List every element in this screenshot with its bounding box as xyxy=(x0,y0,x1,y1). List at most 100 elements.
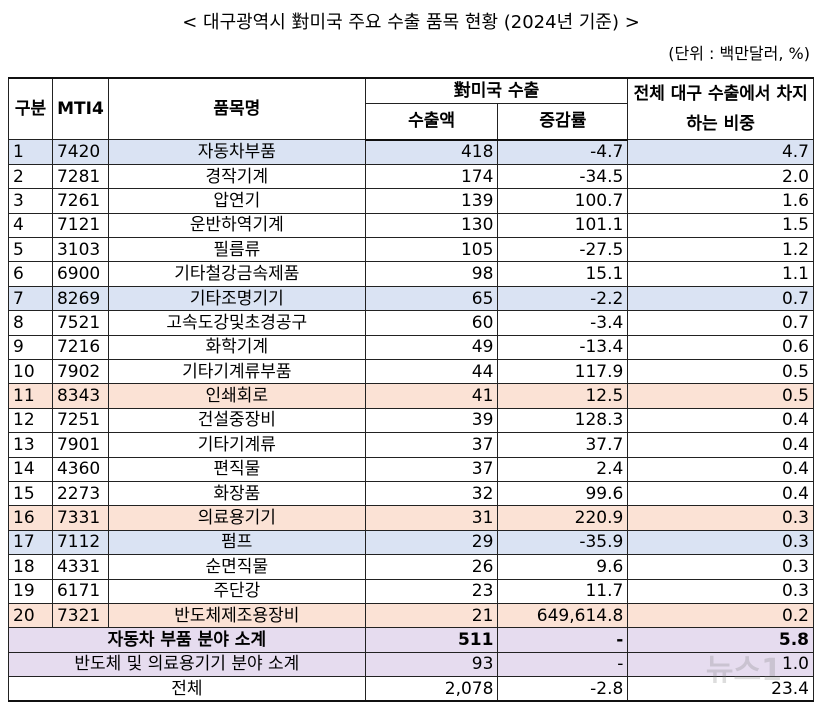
header-cell: MTI4 xyxy=(51,77,109,140)
table-cell: 2273 xyxy=(51,480,109,507)
table-cell: 8 xyxy=(8,310,53,336)
table-cell: 7261 xyxy=(51,188,109,214)
table-row: 11 8343 인쇄회로 41 12.5 0.5 xyxy=(8,383,814,409)
table-cell: 필름류 xyxy=(107,237,366,263)
table-cell: 0.6 xyxy=(627,334,814,361)
table-cell: 1 xyxy=(8,139,53,165)
table-row: 14 4360 편직물 37 2.4 0.4 xyxy=(8,456,814,482)
table-cell: 7331 xyxy=(51,505,109,531)
table-cell: 23 xyxy=(364,578,499,604)
table-row: 19 6171 주단강 23 11.7 0.3 xyxy=(8,578,814,604)
table-cell: 649,614.8 xyxy=(497,602,629,629)
header-cell: 수출액 xyxy=(364,102,499,141)
table-row: 12 7251 건설중장비 39 128.3 0.4 xyxy=(8,407,814,434)
header-cell: 구분 xyxy=(8,77,53,140)
table-cell: 2 xyxy=(8,163,53,190)
table-cell: 5.8 xyxy=(627,627,814,653)
table-row: 9 7216 화학기계 49 -13.4 0.6 xyxy=(8,334,814,361)
subtotal-row: 자동차 부품 분야 소계 511-5.8 xyxy=(8,627,814,653)
table-cell: 0.4 xyxy=(627,456,814,482)
table-cell: 41 xyxy=(364,383,499,409)
table-cell: 0.5 xyxy=(627,383,814,409)
table-cell: 1.2 xyxy=(627,237,814,263)
table-cell: 8343 xyxy=(51,383,109,409)
table-cell: 4331 xyxy=(51,554,109,580)
table-cell: 반도체제조용장비 xyxy=(107,602,366,629)
table-cell: 15.1 xyxy=(497,261,629,287)
table-cell: - xyxy=(497,651,629,678)
table-cell: 10 xyxy=(8,359,53,385)
table-row: 4 7121 운반하역기계 130 101.1 1.5 xyxy=(8,212,814,239)
table-row: 16 7331 의료용기기 31 220.9 0.3 xyxy=(8,505,814,531)
table-cell: 순면직물 xyxy=(107,554,366,580)
table-cell: 기타기계류부품 xyxy=(107,359,366,385)
table-cell: 화학기계 xyxy=(107,334,366,361)
table-cell: 14 xyxy=(8,456,53,482)
table-cell: 37 xyxy=(364,432,499,458)
table-cell: 0.5 xyxy=(627,359,814,385)
table-cell: 1.1 xyxy=(627,261,814,287)
subtotal-row: 반도체 및 의료용기기 분야 소계 93-1.0 xyxy=(8,651,814,678)
table-cell: 6900 xyxy=(51,261,109,287)
table-cell: 9.6 xyxy=(497,554,629,580)
table-cell: 105 xyxy=(364,237,499,263)
table-row: 2 7281 경작기계 174 -34.5 2.0 xyxy=(8,163,814,190)
table-cell: 16 xyxy=(8,505,53,531)
table-cell: 의료용기기 xyxy=(107,505,366,531)
table-cell: 0.3 xyxy=(627,554,814,580)
table-cell: 0.4 xyxy=(627,480,814,507)
table-row: 17 7112 펌프 29 -35.9 0.3 xyxy=(8,529,814,556)
table-cell: -13.4 xyxy=(497,334,629,361)
table-cell: 0.3 xyxy=(627,578,814,604)
table-cell: 8269 xyxy=(51,285,109,312)
table-cell: 1.0 xyxy=(627,651,814,678)
table-cell: 펌프 xyxy=(107,529,366,556)
table-row: 13 7901 기타기계류 37 37.7 0.4 xyxy=(8,432,814,458)
table-cell: 18 xyxy=(8,554,53,580)
table-cell: 7521 xyxy=(51,310,109,336)
table-cell: 편직물 xyxy=(107,456,366,482)
table-cell: 23.4 xyxy=(627,676,814,703)
table-cell: 7901 xyxy=(51,432,109,458)
table-cell: 99.6 xyxy=(497,480,629,507)
table-cell: 7420 xyxy=(51,139,109,165)
table-cell: 26 xyxy=(364,554,499,580)
table-cell: 93 xyxy=(364,651,499,678)
table-cell: 화장품 xyxy=(107,480,366,507)
table-cell: 고속도강및초경공구 xyxy=(107,310,366,336)
table-cell: 2.0 xyxy=(627,163,814,190)
table-cell: 1.6 xyxy=(627,188,814,214)
table-cell: 0.7 xyxy=(627,310,814,336)
table-cell: -2.8 xyxy=(497,676,629,703)
table-cell: -27.5 xyxy=(497,237,629,263)
table-cell: 0.4 xyxy=(627,407,814,434)
table-cell: 7 xyxy=(8,285,53,312)
table-cell: 7112 xyxy=(51,529,109,556)
table-cell: 21 xyxy=(364,602,499,629)
table-cell: 17 xyxy=(8,529,53,556)
table-cell: 0.7 xyxy=(627,285,814,312)
watermark: 뉴스1 xyxy=(705,653,782,688)
table-cell: 12.5 xyxy=(497,383,629,409)
table-cell: 기타기계류 xyxy=(107,432,366,458)
table-cell: 4 xyxy=(8,212,53,239)
table-cell: 511 xyxy=(364,627,499,653)
table-cell: - xyxy=(497,627,629,653)
table-cell: 15 xyxy=(8,480,53,507)
table-cell: 2.4 xyxy=(497,456,629,482)
table-cell: 압연기 xyxy=(107,188,366,214)
table-cell: 7251 xyxy=(51,407,109,434)
table-cell: 117.9 xyxy=(497,359,629,385)
table-row: 5 3103 필름류 105 -27.5 1.2 xyxy=(8,237,814,263)
table-row: 18 4331 순면직물 26 9.6 0.3 xyxy=(8,554,814,580)
table-cell: 130 xyxy=(364,212,499,239)
table-cell: 자동차부품 xyxy=(107,139,366,165)
table-cell: 11.7 xyxy=(497,578,629,604)
table-cell: 98 xyxy=(364,261,499,287)
table-cell: 기타철강금속제품 xyxy=(107,261,366,287)
table-cell: 2,078 xyxy=(364,676,499,703)
table-cell: 건설중장비 xyxy=(107,407,366,434)
table-row: 3 7261 압연기 139 100.7 1.6 xyxy=(8,188,814,214)
table-cell: 37.7 xyxy=(497,432,629,458)
